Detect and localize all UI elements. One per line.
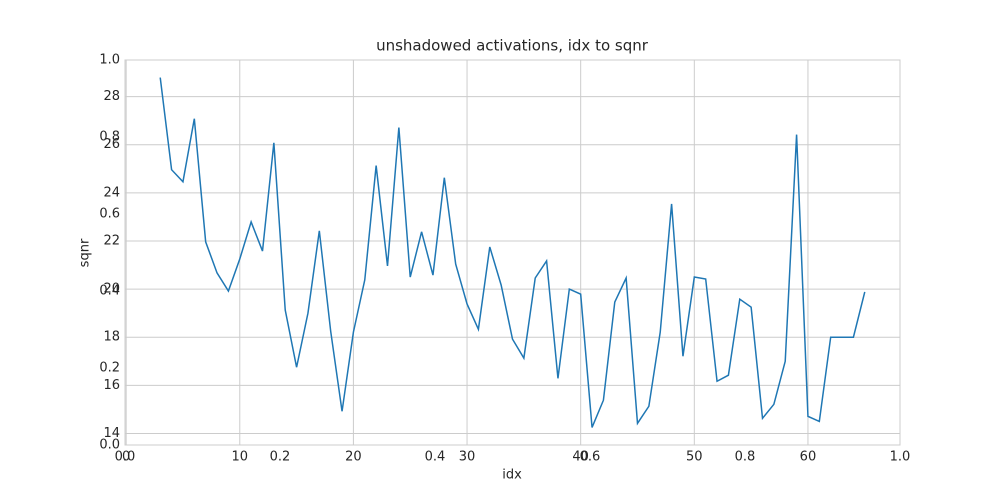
chart-title: unshadowed activations, idx to sqnr bbox=[376, 37, 649, 55]
x-tick-label: 10 bbox=[231, 450, 248, 465]
data-line bbox=[159, 77, 866, 428]
y-tick-label: 0.8 bbox=[99, 130, 120, 145]
y-tick-label: 0.0 bbox=[99, 438, 120, 453]
y-tick-label: 1.0 bbox=[99, 53, 120, 68]
y-tick-label: 20 bbox=[103, 282, 120, 297]
x-tick-label: 1.0 bbox=[890, 450, 911, 465]
x-tick-label: 60 bbox=[800, 450, 817, 465]
y-tick-label: 18 bbox=[103, 330, 120, 345]
x-tick-label: 0.8 bbox=[735, 450, 756, 465]
x-tick-label: 0.4 bbox=[425, 450, 446, 465]
plot-frame bbox=[124, 59, 901, 446]
x-tick-label: 0 bbox=[122, 450, 130, 465]
x-tick-label: 20 bbox=[345, 450, 362, 465]
y-tick-label: 26 bbox=[103, 137, 120, 152]
y-axis-label: sqnr bbox=[78, 238, 93, 267]
x-tick-label: 0.0 bbox=[115, 450, 136, 465]
y-tick-label: 0.4 bbox=[99, 284, 120, 299]
x-axis-label: idx bbox=[502, 468, 522, 483]
x-tick-label: 30 bbox=[459, 450, 476, 465]
y-tick-label: 28 bbox=[103, 89, 120, 104]
y-tick-label: 16 bbox=[103, 378, 120, 393]
x-tick-label: 0.6 bbox=[580, 450, 601, 465]
x-tick-label: 50 bbox=[686, 450, 703, 465]
y-tick-label: 22 bbox=[103, 233, 120, 248]
y-tick-label: 14 bbox=[103, 426, 120, 441]
y-tick-label: 0.6 bbox=[99, 207, 120, 222]
y-tick-label: 24 bbox=[103, 185, 120, 200]
y-tick-label: 0.2 bbox=[99, 361, 120, 376]
x-tick-label: 0.2 bbox=[270, 450, 291, 465]
x-tick-label: 40 bbox=[572, 450, 589, 465]
